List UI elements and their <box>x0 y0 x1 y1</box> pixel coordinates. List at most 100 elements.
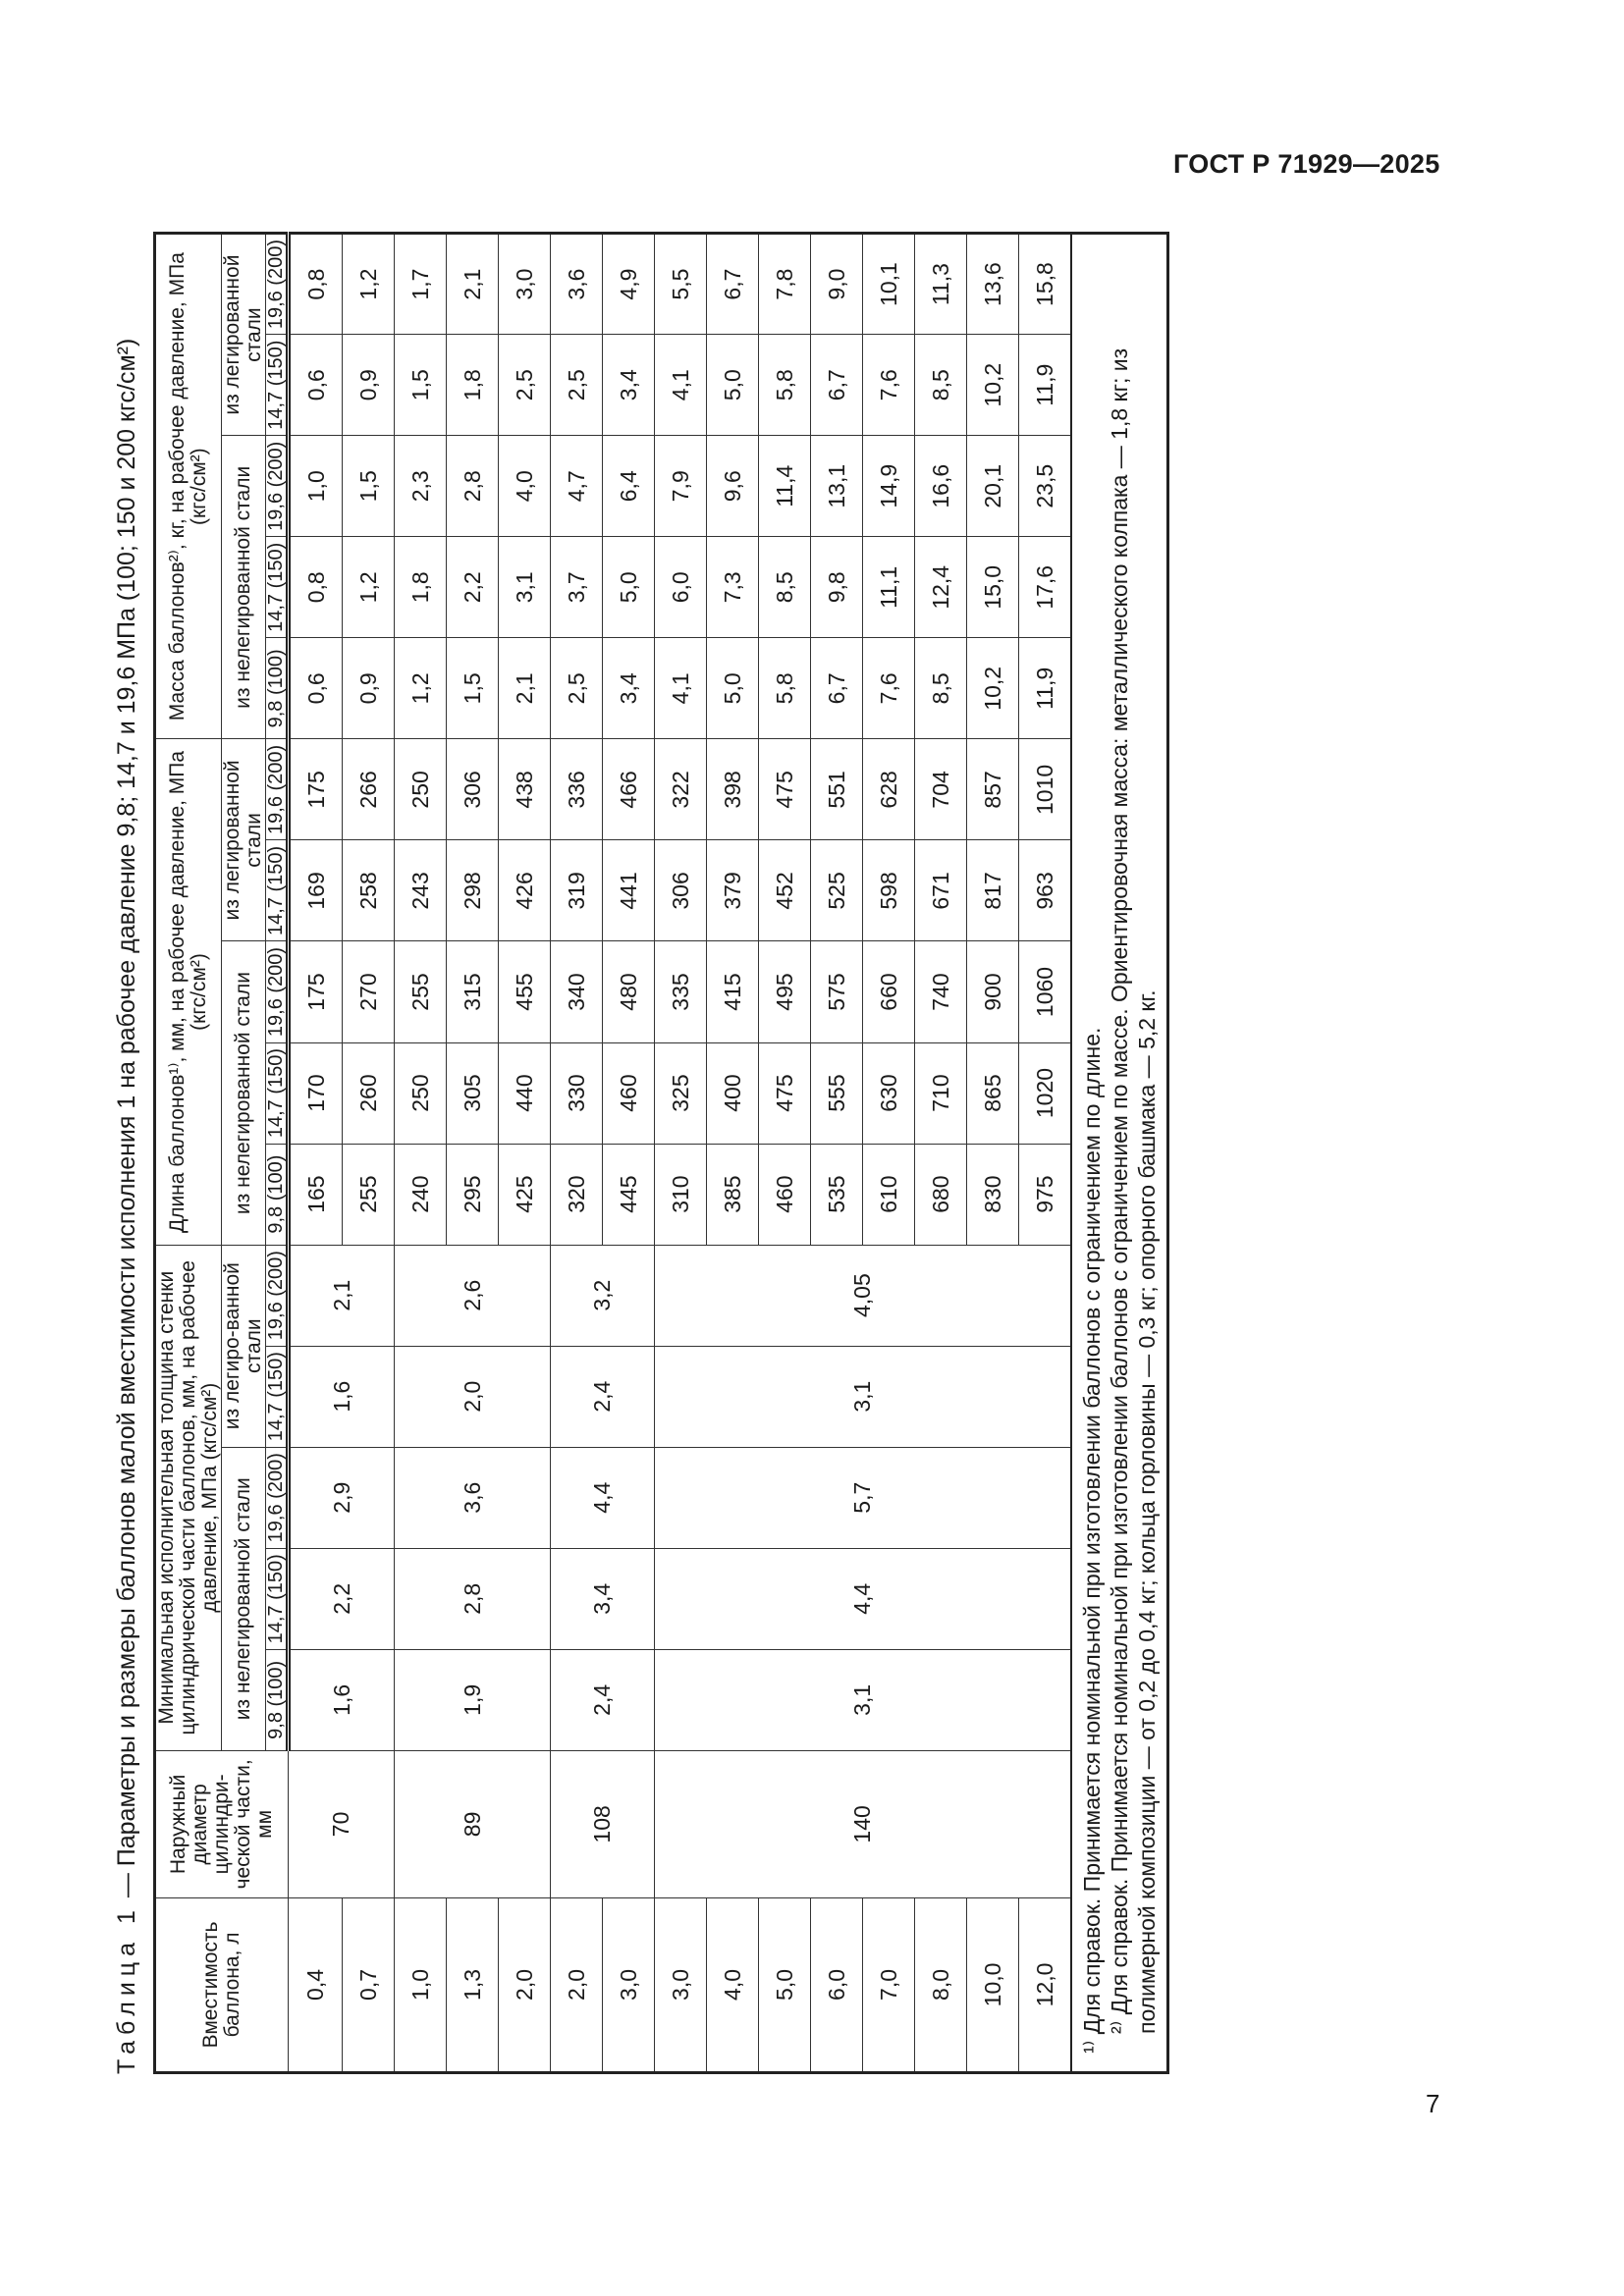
cell-mass: 3,6 <box>550 233 603 335</box>
cell-wall-thickness: 3,4 <box>550 1548 655 1650</box>
table-row: 0,4 70 1,6 2,2 2,9 1,6 2,1 165 170 175 169 175 0,6 0,… <box>288 233 395 2073</box>
cell-length: 455 <box>498 940 551 1043</box>
cell-length: 441 <box>602 839 655 941</box>
cell-length: 495 <box>758 940 811 1043</box>
cell-length: 452 <box>758 839 811 941</box>
cell-capacity: 1,0 <box>394 1897 447 2073</box>
cell-mass: 2,1 <box>498 637 551 739</box>
cell-mass: 20,1 <box>966 435 1019 537</box>
cell-length: 466 <box>602 738 655 840</box>
cell-length: 169 <box>288 839 343 941</box>
header-pressure-p196: 19,6 (200) <box>265 435 289 537</box>
header-length-nonalloy: из нелегированной стали <box>221 940 266 1246</box>
cell-mass: 1,5 <box>342 435 395 537</box>
cell-length: 610 <box>862 1144 915 1246</box>
cell-mass: 16,6 <box>914 435 967 537</box>
cell-capacity: 3,0 <box>654 1897 707 2073</box>
cell-length: 475 <box>758 738 811 840</box>
cell-capacity: 2,0 <box>498 1897 551 2073</box>
cell-length: 525 <box>810 839 863 941</box>
cell-mass: 5,0 <box>706 334 759 436</box>
cell-length: 306 <box>446 738 499 840</box>
cell-length: 310 <box>654 1144 707 1246</box>
cell-mass: 3,1 <box>498 536 551 638</box>
rotated-table-block: Таблица 1 — Параметры и размеры баллонов… <box>110 232 1300 2074</box>
cell-wall-thickness: 2,4 <box>550 1346 655 1448</box>
cell-mass: 2,5 <box>550 637 603 739</box>
cell-length: 628 <box>862 738 915 840</box>
cell-mass: 12,4 <box>914 536 967 638</box>
cell-mass: 5,8 <box>758 334 811 436</box>
cell-capacity: 2,0 <box>550 1897 603 2073</box>
cell-mass: 1,5 <box>394 334 447 436</box>
cell-length: 340 <box>550 940 603 1043</box>
cell-mass: 5,8 <box>758 637 811 739</box>
table-caption: — Параметры и размеры баллонов малой вме… <box>113 338 140 1905</box>
cell-length: 336 <box>550 738 603 840</box>
cell-length: 900 <box>966 940 1019 1043</box>
cell-length: 322 <box>654 738 707 840</box>
cell-mass: 1,5 <box>446 637 499 739</box>
cell-length: 175 <box>288 940 343 1043</box>
header-mass-nonalloy: из нелегированной стали <box>221 435 266 739</box>
cell-capacity: 10,0 <box>966 1897 1019 2073</box>
cell-wall-thickness: 2,8 <box>394 1548 551 1650</box>
cell-length: 438 <box>498 738 551 840</box>
cell-mass: 2,5 <box>498 334 551 436</box>
header-mass: Масса баллонов²⁾, кг, на рабочее давлени… <box>154 233 222 739</box>
cell-mass: 2,3 <box>394 435 447 537</box>
cell-length: 1020 <box>1018 1042 1071 1145</box>
cell-length: 258 <box>342 839 395 941</box>
cell-mass: 11,1 <box>862 536 915 638</box>
cell-mass: 4,1 <box>654 334 707 436</box>
cell-mass: 7,6 <box>862 637 915 739</box>
header-diameter: Наружный диаметр цилиндри-ческой части, … <box>154 1750 289 1898</box>
cell-capacity: 5,0 <box>758 1897 811 2073</box>
cell-capacity: 0,4 <box>288 1897 343 2073</box>
cell-mass: 7,9 <box>654 435 707 537</box>
table-row: 1,0 89 1,9 2,8 3,6 2,0 2,6 240 250 255 243 250 1,2 1,… <box>394 233 551 2073</box>
cell-mass: 1,2 <box>342 233 395 335</box>
cell-length: 398 <box>706 738 759 840</box>
cell-mass: 14,9 <box>862 435 915 537</box>
table-title: Таблица 1 — Параметры и размеры баллонов… <box>110 232 153 2074</box>
cell-mass: 7,8 <box>758 233 811 335</box>
cell-length: 445 <box>602 1144 655 1246</box>
header-pressure-p147: 14,7 (150) <box>265 1346 289 1448</box>
cell-length: 1060 <box>1018 940 1071 1043</box>
cell-mass: 11,3 <box>914 233 967 335</box>
cell-length: 535 <box>810 1144 863 1246</box>
footnote-row: ¹⁾ Для справок. Принимается номинальной … <box>1071 233 1168 2073</box>
cell-length: 295 <box>446 1144 499 1246</box>
cell-length: 440 <box>498 1042 551 1145</box>
header-pressure-p196: 19,6 (200) <box>265 1447 289 1549</box>
cell-mass: 11,4 <box>758 435 811 537</box>
cell-length: 379 <box>706 839 759 941</box>
cell-capacity: 1,3 <box>446 1897 499 2073</box>
cell-capacity: 6,0 <box>810 1897 863 2073</box>
cell-mass: 2,8 <box>446 435 499 537</box>
cell-length: 319 <box>550 839 603 941</box>
cell-wall-thickness: 2,4 <box>550 1649 655 1751</box>
cell-mass: 6,7 <box>810 334 863 436</box>
cell-length: 598 <box>862 839 915 941</box>
cell-wall-thickness: 4,4 <box>654 1548 1071 1650</box>
cell-wall-thickness: 2,2 <box>288 1548 395 1650</box>
header-pressure-p147: 14,7 (150) <box>265 536 289 638</box>
cell-mass: 1,2 <box>342 536 395 638</box>
cell-length: 671 <box>914 839 967 941</box>
cell-length: 710 <box>914 1042 967 1145</box>
header-pressure-p196: 19,6 (200) <box>265 233 289 335</box>
cell-length: 330 <box>550 1042 603 1145</box>
cell-capacity: 4,0 <box>706 1897 759 2073</box>
cell-mass: 2,5 <box>550 334 603 436</box>
cell-length: 175 <box>288 738 343 840</box>
cell-length: 857 <box>966 738 1019 840</box>
cell-mass: 4,1 <box>654 637 707 739</box>
cell-capacity: 8,0 <box>914 1897 967 2073</box>
cell-wall-thickness: 3,2 <box>550 1245 655 1347</box>
table-footnotes: ¹⁾ Для справок. Принимается номинальной … <box>1071 233 1168 2073</box>
cell-mass: 6,0 <box>654 536 707 638</box>
cell-length: 660 <box>862 940 915 1043</box>
header-capacity: Вместимость баллона, л <box>154 1897 289 2073</box>
